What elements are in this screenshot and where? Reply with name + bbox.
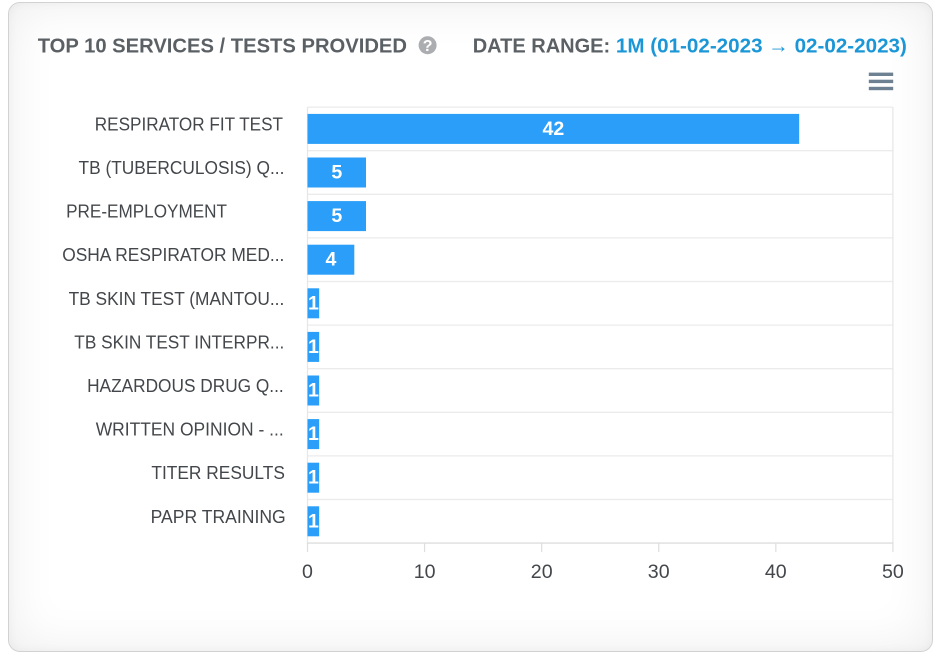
svg-text:1: 1 [308,467,319,489]
svg-text:10: 10 [414,561,436,583]
svg-text:TB SKIN TEST (MANTOU...: TB SKIN TEST (MANTOU... [69,288,285,309]
svg-text:1: 1 [308,423,319,445]
svg-text:40: 40 [765,561,787,583]
svg-text:PRE-EMPLOYMENT: PRE-EMPLOYMENT [66,201,227,222]
svg-text:0: 0 [302,561,313,583]
svg-text:50: 50 [882,561,904,583]
svg-text:TB SKIN TEST INTERPR...: TB SKIN TEST INTERPR... [74,331,284,352]
svg-text:1: 1 [308,380,319,402]
svg-text:1M (01-02-2023 → 02-02-2023): 1M (01-02-2023 → 02-02-2023) [616,35,907,57]
svg-text:1: 1 [308,336,319,358]
svg-text:HAZARDOUS DRUG Q...: HAZARDOUS DRUG Q... [87,375,284,396]
svg-text:PAPR TRAINING: PAPR TRAINING [151,506,286,527]
svg-text:DATE RANGE:: DATE RANGE: [473,35,611,57]
svg-text:?: ? [423,38,433,55]
svg-text:4: 4 [325,249,336,271]
svg-text:RESPIRATOR FIT TEST: RESPIRATOR FIT TEST [95,113,283,134]
svg-text:20: 20 [531,561,553,583]
svg-text:5: 5 [331,162,342,184]
svg-text:5: 5 [331,205,342,227]
svg-text:1: 1 [308,292,319,314]
svg-text:WRITTEN OPINION - ...: WRITTEN OPINION - ... [96,419,284,440]
svg-text:OSHA RESPIRATOR MED...: OSHA RESPIRATOR MED... [62,244,284,265]
svg-text:TOP 10 SERVICES / TESTS PROVID: TOP 10 SERVICES / TESTS PROVIDED [38,35,407,57]
svg-text:TITER RESULTS: TITER RESULTS [151,462,285,483]
svg-text:42: 42 [543,118,565,140]
svg-text:30: 30 [648,561,670,583]
svg-text:1: 1 [308,510,319,532]
svg-text:TB (TUBERCULOSIS) Q...: TB (TUBERCULOSIS) Q... [79,157,285,178]
